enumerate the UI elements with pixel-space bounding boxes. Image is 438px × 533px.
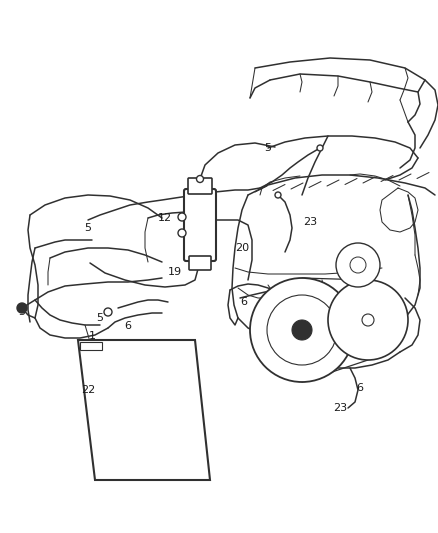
Text: 6: 6: [357, 383, 364, 393]
Text: 23: 23: [303, 217, 317, 227]
Circle shape: [317, 145, 323, 151]
Text: 6: 6: [240, 297, 247, 307]
Circle shape: [350, 257, 366, 273]
FancyBboxPatch shape: [189, 256, 211, 270]
Circle shape: [178, 213, 186, 221]
Text: 13: 13: [183, 200, 197, 210]
Circle shape: [275, 192, 281, 198]
Polygon shape: [78, 340, 210, 480]
Text: 6: 6: [124, 321, 131, 331]
Circle shape: [336, 243, 380, 287]
Text: 19: 19: [168, 267, 182, 277]
Circle shape: [250, 278, 354, 382]
FancyBboxPatch shape: [184, 189, 216, 261]
Circle shape: [267, 295, 337, 365]
Text: 20: 20: [235, 243, 249, 253]
Circle shape: [362, 314, 374, 326]
Circle shape: [292, 320, 312, 340]
Text: 5: 5: [265, 143, 272, 153]
Circle shape: [17, 303, 27, 313]
Bar: [80, 342, 102, 350]
Circle shape: [104, 308, 112, 316]
Text: 22: 22: [81, 385, 95, 395]
Text: 5: 5: [18, 307, 25, 317]
Circle shape: [178, 229, 186, 237]
Circle shape: [197, 175, 204, 182]
FancyBboxPatch shape: [188, 178, 212, 194]
Circle shape: [328, 280, 408, 360]
Text: 5: 5: [85, 223, 92, 233]
Text: 23: 23: [333, 403, 347, 413]
Text: 1: 1: [88, 331, 95, 341]
Text: 5: 5: [96, 313, 103, 323]
Text: 12: 12: [158, 213, 172, 223]
